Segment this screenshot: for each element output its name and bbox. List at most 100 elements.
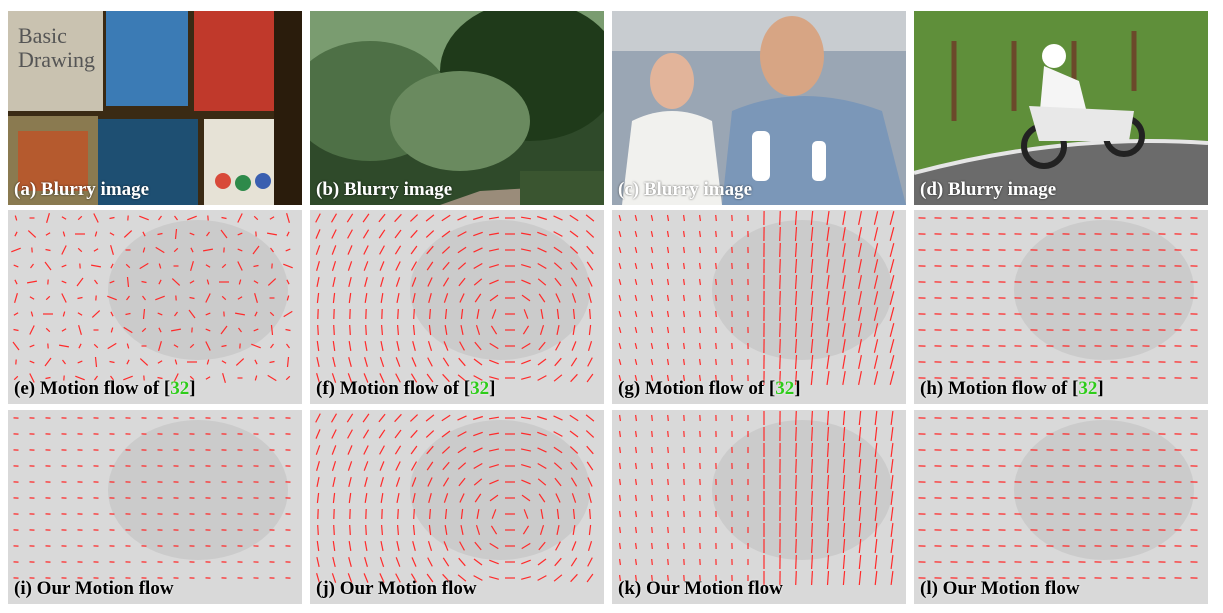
flow-vector <box>826 426 830 442</box>
flow-vector <box>252 245 260 255</box>
flow-vector <box>267 278 277 286</box>
flow-vector <box>125 312 131 316</box>
flow-vector <box>426 445 434 455</box>
flow-vector <box>427 541 433 551</box>
flow-vector <box>331 229 337 239</box>
flow-vector <box>585 430 595 438</box>
flow-vector <box>458 357 466 367</box>
flow-vector <box>873 307 879 321</box>
flow-vector <box>537 215 547 221</box>
flow-vector <box>30 263 34 269</box>
flow-vector <box>634 342 638 350</box>
flow-vector <box>237 261 243 271</box>
flow-vector <box>651 462 653 470</box>
citation-link[interactable]: 32 <box>775 378 795 399</box>
flow-vector <box>206 279 210 285</box>
flow-vector <box>269 311 275 317</box>
flow-vector <box>794 370 798 386</box>
flow-vector <box>364 477 368 487</box>
flow-vector <box>842 290 846 306</box>
panel-c: (c) Blurry image <box>612 11 906 205</box>
flow-vector <box>586 261 594 271</box>
flow-vector <box>889 259 895 273</box>
flow-vector <box>441 214 451 222</box>
flow-vector <box>155 295 165 301</box>
flow-vector <box>553 415 563 421</box>
citation-link[interactable]: 32 <box>170 378 190 399</box>
flow-vector <box>889 227 895 241</box>
flow-vector <box>126 295 130 301</box>
flow-vector <box>473 278 483 286</box>
flow-vector <box>141 327 147 333</box>
flow-vector <box>667 558 669 566</box>
flow-vector <box>77 312 83 316</box>
flow-vector <box>810 306 814 322</box>
flow-vector <box>858 290 862 306</box>
flow-vector <box>571 293 577 303</box>
flow-vector <box>521 359 531 365</box>
flow-vector <box>650 214 654 222</box>
flow-vector <box>858 370 862 386</box>
flow-vector <box>77 296 83 300</box>
flow-vector <box>174 359 178 365</box>
flow-vector <box>715 326 717 334</box>
caption-e-text: Motion flow of [ <box>39 378 171 399</box>
flow-vector <box>395 373 401 383</box>
flow-vector <box>556 324 560 336</box>
flow-vector <box>585 414 595 422</box>
flow-vector <box>537 247 547 253</box>
caption-f-close: ] <box>489 378 496 399</box>
flow-vector <box>619 526 621 534</box>
flow-vector <box>157 360 163 364</box>
flow-vector <box>362 413 370 423</box>
flow-vector <box>44 357 52 367</box>
flow-vector <box>810 258 814 274</box>
flow-vector <box>890 539 894 553</box>
flow-vector <box>699 246 701 254</box>
flow-vector <box>412 541 416 551</box>
flow-vector <box>379 261 385 271</box>
flow-vector <box>553 574 563 582</box>
flow-vector <box>316 492 320 504</box>
flow-vector <box>46 213 50 223</box>
flow-vector <box>842 306 846 322</box>
flow-vector <box>619 558 621 566</box>
panel-h: (h) Motion flow of [32] <box>914 210 1208 404</box>
flow-vector <box>409 214 419 222</box>
flow-vector <box>537 262 547 270</box>
flow-vector <box>489 494 499 502</box>
flow-vector <box>651 430 653 438</box>
flow-vector <box>442 373 450 383</box>
flow-vector <box>93 343 99 349</box>
flow-vector <box>269 216 275 220</box>
flow-vector <box>873 371 879 385</box>
flow-vector <box>635 478 637 486</box>
citation-link[interactable]: 32 <box>1078 378 1098 399</box>
flow-vector <box>874 410 878 426</box>
flow-vector <box>109 216 115 220</box>
flow-vector <box>571 493 577 503</box>
flow-vector <box>220 229 228 239</box>
flow-vector <box>858 226 862 242</box>
citation-link[interactable]: 32 <box>470 378 490 399</box>
panel-f: (f) Motion flow of [32] <box>310 210 604 404</box>
flow-vector <box>619 478 621 486</box>
flow-vector <box>554 277 562 287</box>
flow-vector <box>286 343 290 349</box>
flow-vector <box>810 290 814 306</box>
flow-vector <box>474 341 482 351</box>
flow-vector <box>381 524 383 536</box>
flow-field-l <box>914 410 1208 604</box>
flow-vector <box>537 478 547 486</box>
flow-vector <box>489 559 499 565</box>
flow-vector <box>794 322 798 338</box>
flow-vector <box>715 230 717 238</box>
flow-vector <box>427 341 433 351</box>
flow-vector <box>810 274 814 290</box>
flow-vector <box>826 442 830 458</box>
flow-vector <box>521 464 531 468</box>
flow-vector <box>811 506 813 522</box>
flow-vector <box>397 308 399 320</box>
flow-vector <box>349 524 351 536</box>
flow-vector <box>378 413 386 423</box>
